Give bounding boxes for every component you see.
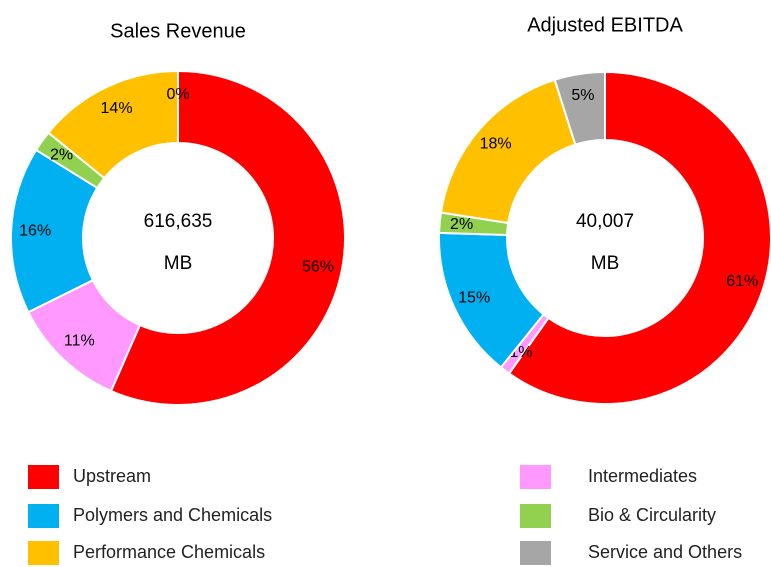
legend-label: Intermediates [588, 466, 697, 486]
slice-label: 15% [458, 289, 490, 306]
legend-swatch [520, 541, 551, 565]
slice-label: 2% [450, 216, 473, 233]
center-label: MB [591, 253, 620, 274]
slice-label: 0% [166, 86, 189, 103]
legend-label: Service and Others [588, 542, 742, 562]
chart-title: Sales Revenue [110, 20, 246, 42]
slice-label: 56% [302, 259, 334, 276]
slice-label: 14% [101, 100, 133, 117]
legend-label: Bio & Circularity [588, 505, 716, 525]
legend-label: Performance Chemicals [73, 542, 265, 562]
legend-swatch [28, 541, 59, 565]
legend-label: Polymers and Chemicals [73, 505, 272, 525]
slice-label: 16% [19, 222, 51, 239]
slice-label: 11% [64, 333, 95, 350]
center-label: 40,007 [576, 211, 634, 232]
legend-swatch [28, 465, 59, 489]
center-label: 616,635 [144, 211, 213, 232]
donut-slice [109, 69, 346, 406]
legend-swatch [520, 504, 551, 528]
slice-label: 5% [571, 87, 594, 104]
slice-label: 2% [50, 146, 73, 163]
donut-slice [553, 70, 606, 146]
chart-title: Adjusted EBITDA [527, 14, 683, 36]
slice-label: 61% [726, 273, 758, 290]
slice-label: 18% [480, 136, 512, 153]
donut-slice [46, 69, 179, 180]
legend-swatch [520, 465, 551, 489]
donut-slice [507, 70, 771, 405]
center-label: MB [164, 253, 193, 274]
legend-label: Upstream [73, 466, 151, 486]
legend-swatch [28, 504, 59, 528]
